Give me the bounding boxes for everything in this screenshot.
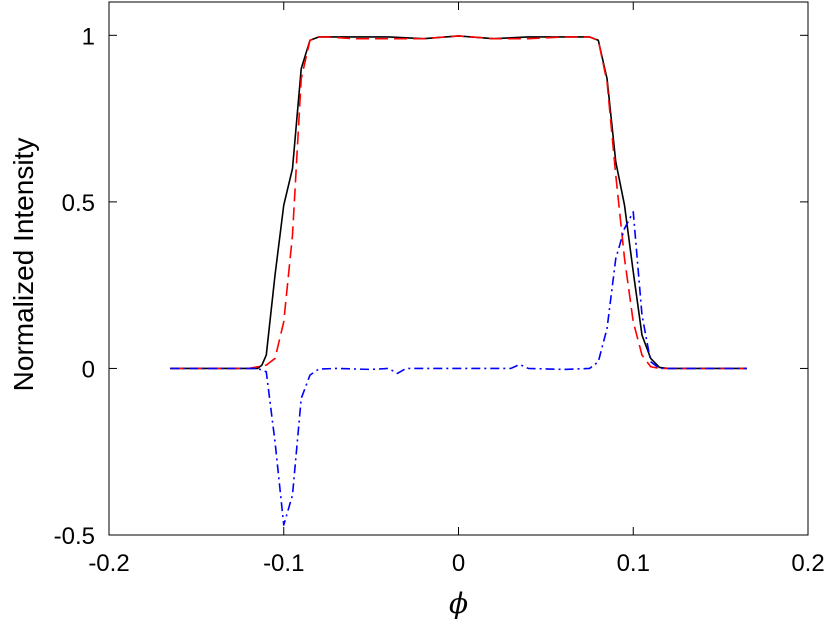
plot-area — [109, 2, 808, 535]
y-axis-label: Normalized Intensity — [8, 138, 39, 392]
x-tick-label: -0.2 — [88, 550, 129, 577]
y-tick-label: 1 — [82, 23, 95, 50]
x-tick-label: 0.1 — [617, 550, 650, 577]
ticks-layer: -0.2 -0.1 0 0.1 0.2 -0.5 0 0.5 1 — [54, 2, 825, 577]
y-tick-label: 0 — [82, 356, 95, 383]
y-tick-label: -0.5 — [54, 523, 95, 550]
series-line-2 — [170, 35, 747, 370]
x-tick-label: 0 — [452, 550, 465, 577]
x-tick-label: -0.1 — [263, 550, 304, 577]
y-tick-label: 0.5 — [62, 190, 95, 217]
x-axis-label: ϕ — [449, 587, 468, 620]
x-tick-label: 0.2 — [791, 550, 824, 577]
series-line-3 — [170, 211, 747, 526]
series-layer — [170, 35, 747, 526]
